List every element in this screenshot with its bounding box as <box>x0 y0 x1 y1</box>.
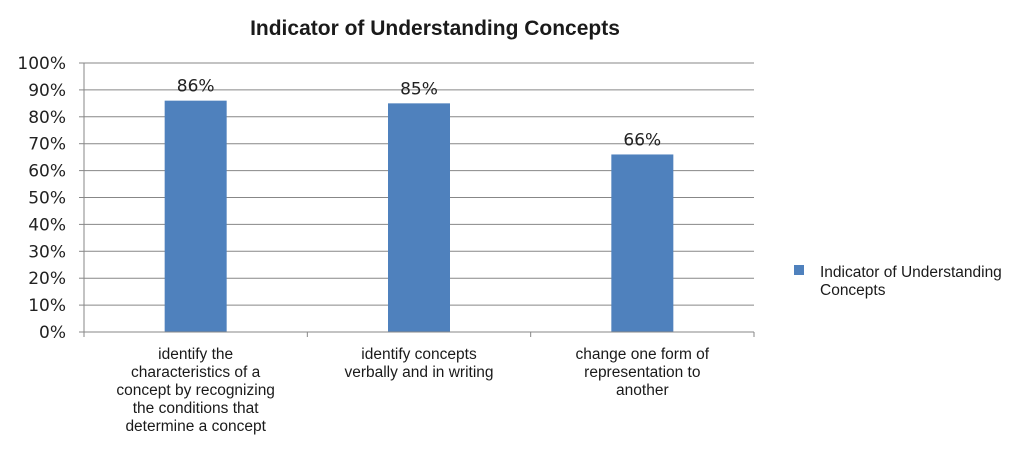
data-label: 85% <box>400 79 438 99</box>
data-labels: 86% 85% 66% <box>177 77 661 151</box>
y-tick-label: 90% <box>28 81 66 101</box>
chart-title: Indicator of Understanding Concepts <box>250 17 620 40</box>
y-tick-label: 10% <box>28 296 66 316</box>
y-tick-label: 0% <box>39 323 66 343</box>
bar <box>611 154 674 332</box>
y-axis-tick-labels: 0% 10% 20% 30% 40% 50% 60% 70% 80% 90% 100% <box>17 54 66 343</box>
y-tick-label: 40% <box>28 215 66 235</box>
legend-label: Indicator of Understanding Concepts <box>820 264 1002 299</box>
y-tick-label: 80% <box>28 108 66 128</box>
y-tick-label: 50% <box>28 189 66 209</box>
data-label: 86% <box>177 77 215 97</box>
y-tick-label: 70% <box>28 135 66 155</box>
y-tick-label: 60% <box>28 162 66 182</box>
bar <box>164 100 227 332</box>
category-label: change one form of representation to anoth… <box>576 346 710 399</box>
y-tick-label: 30% <box>28 242 66 262</box>
bars <box>164 100 674 332</box>
x-axis-category-labels: identify the characteristics of a concept … <box>116 346 709 435</box>
category-label: identify the characteristics of a concept … <box>116 346 275 435</box>
y-tick-label: 100% <box>17 54 66 74</box>
legend-swatch <box>794 265 804 275</box>
data-label: 66% <box>623 130 661 150</box>
y-tick-label: 20% <box>28 269 66 289</box>
category-label: identify concepts verbally and in writing <box>344 346 493 381</box>
legend: Indicator of Understanding Concepts <box>794 264 1002 299</box>
bar <box>388 103 450 332</box>
axes <box>79 62 755 337</box>
